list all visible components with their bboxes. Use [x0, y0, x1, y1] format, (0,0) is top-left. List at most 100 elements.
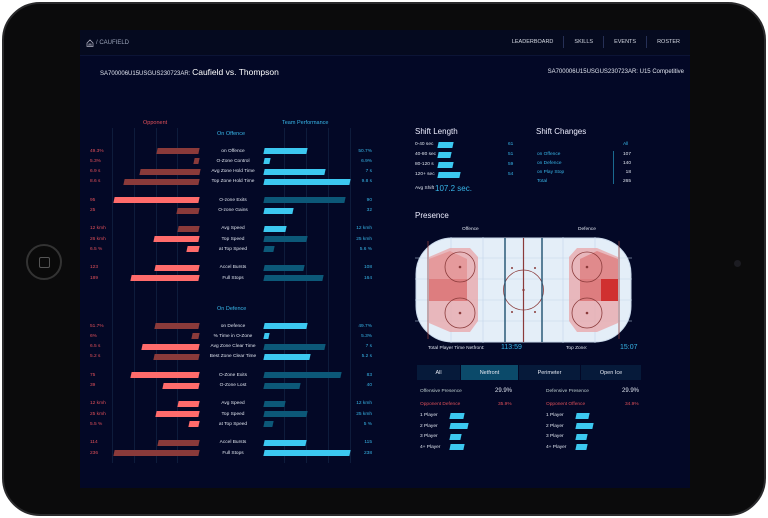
divider [613, 151, 614, 184]
rink-markings [427, 238, 620, 342]
grid-line [156, 128, 157, 463]
player-count-label: 4+ Player [420, 444, 441, 450]
metric-label: O-Zone Control [216, 158, 250, 164]
grid-line [134, 128, 135, 463]
shift-change-value: 140 [622, 161, 631, 166]
team-bar [263, 264, 305, 271]
team-bar [263, 225, 287, 232]
team-value: 40 [366, 383, 372, 388]
player-presence-bar [575, 433, 588, 440]
metric-label: Top Speed [221, 411, 245, 417]
team-bar [263, 207, 294, 214]
metric-label: Avg Speed [221, 401, 245, 407]
team-bar [263, 353, 312, 360]
metric-label: % Time in O-Zone [213, 333, 253, 339]
nav-roster[interactable]: ROSTER [646, 36, 690, 48]
breadcrumb[interactable]: / CAUFIELD [86, 39, 129, 47]
metric-label: Top Speed [221, 236, 245, 242]
team-value: 83 [366, 372, 372, 378]
tab-netfront[interactable]: Netfront [461, 365, 518, 380]
player-presence-bar [449, 423, 469, 429]
team-bar [263, 323, 308, 329]
player-count-label: 3 Player [546, 434, 564, 439]
opponent-value: 6.5 % [90, 246, 103, 252]
grid-line [350, 128, 351, 463]
nav-skills[interactable]: SKILLS [563, 36, 603, 48]
shift-change-value: 265 [622, 179, 631, 184]
tab-open-ice[interactable]: Open Ice [581, 365, 641, 380]
section-title: On Defence [217, 306, 247, 312]
team-level: SA700006U15USGUS230723AR: U15 Competitiv… [548, 69, 684, 75]
shift-length-bar [437, 141, 455, 148]
player-count-label: 3 Player [420, 434, 438, 439]
nav-leaderboard[interactable]: LEADERBOARD [511, 39, 554, 45]
opponent-value: 6.9 s [90, 169, 101, 175]
player-presence-bar [575, 412, 590, 419]
player-presence-bar [449, 412, 465, 419]
metric-label: Top Zone Hold Time [211, 179, 255, 185]
team-value: 25 kmh [356, 411, 372, 417]
team-value: 5.6 % [359, 246, 372, 252]
shift-length-value: 59 [508, 162, 514, 167]
home-icon[interactable] [86, 39, 94, 47]
netfront-time-value: 113:59 [501, 344, 522, 351]
defence-heat-zones [569, 248, 618, 332]
team-bar [263, 411, 308, 418]
tab-perimeter[interactable]: Perimeter [519, 365, 580, 380]
opponent-value: 5.5 % [90, 421, 103, 427]
opponent-defence-label: Opponent Defence [420, 402, 461, 407]
top-zone-value: 15:07 [620, 344, 638, 351]
opponent-value: 189 [90, 275, 99, 281]
nav-events[interactable]: EVENTS [603, 36, 646, 48]
shift-length-bar [437, 171, 461, 178]
grid-line [177, 128, 178, 463]
opponent-value: 26 kmh [90, 236, 106, 242]
team-bar [263, 343, 326, 350]
team-value: 7 s [365, 169, 372, 175]
opponent-offence-value: 34.9% [625, 402, 639, 407]
tab-all[interactable]: All [417, 365, 460, 380]
metric-label: O-Zone Exits [219, 372, 247, 378]
shift-changes-title: Shift Changes [536, 127, 587, 136]
grid-line [284, 128, 285, 463]
team-value: 7 s [365, 344, 372, 350]
offence-heat-zones [429, 248, 478, 332]
team-value: 49.7% [358, 323, 372, 329]
metric-label: Avg Zone Hold Time [211, 169, 255, 175]
player-presence-bar [575, 444, 588, 450]
team-value: 5 % [363, 421, 372, 427]
defensive-presence-label: Defensive Presence [546, 389, 589, 394]
breadcrumb-player[interactable]: / CAUFIELD [96, 40, 130, 46]
team-bar [263, 382, 301, 389]
metric-label: Avg Speed [221, 226, 245, 232]
team-value: 108 [363, 265, 372, 271]
offence-label: Offence [462, 227, 479, 232]
game-id: SA700006U15USGUS230723AR: [100, 71, 191, 77]
metric-label: Full Stops [222, 275, 244, 281]
camera [734, 260, 741, 267]
defensive-presence-value: 29.9% [622, 388, 640, 394]
shift-change-label: on Play Stop [537, 170, 565, 175]
opponent-bar [130, 275, 200, 281]
opponent-value: 25 kmh [90, 411, 106, 417]
section-title: On Offence [217, 131, 246, 137]
opponent-value: 8.6 s [90, 179, 101, 185]
right-id: SA700006U15USGUS230723AR: [547, 69, 638, 75]
offensive-presence-label: Offensive Presence [420, 389, 462, 394]
level: U15 Competitive [639, 69, 684, 75]
opponent-value: 49.3% [90, 148, 104, 154]
opponent-defence-value: 35.9% [498, 402, 512, 407]
top-zone-label: Top Zone: [566, 346, 588, 351]
team-value: 115 [364, 440, 372, 446]
team-value: 12 kmh [356, 226, 372, 232]
team-bar [263, 236, 308, 243]
opponent-bar [113, 450, 200, 456]
shift-length-bar [437, 151, 452, 158]
shift-length-label: 0-40 sec [415, 142, 434, 147]
team-value: 5.2 s [361, 354, 372, 360]
team-bar [263, 275, 324, 281]
home-button[interactable] [26, 244, 62, 280]
avg-shift-value: 107.2 sec. [435, 184, 472, 193]
metric-label: on Offence [221, 148, 245, 154]
opponent-value: 5.3% [90, 158, 101, 164]
